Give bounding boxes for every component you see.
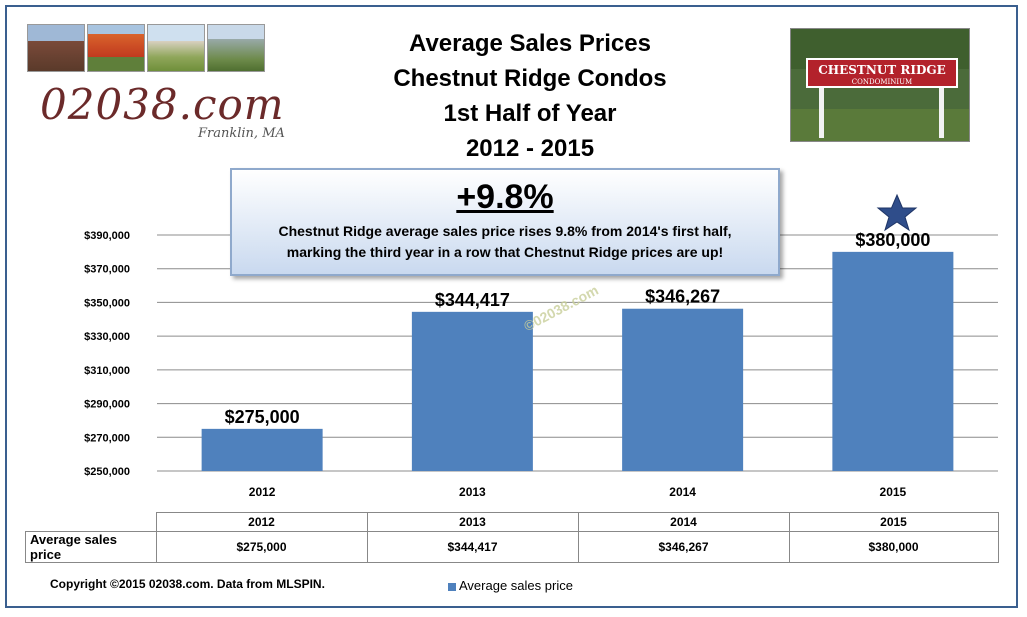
bar-data-label: $346,267 <box>645 287 720 307</box>
table-header-cell: 2012 <box>155 512 368 532</box>
bar <box>832 251 954 471</box>
callout-percent: +9.8% <box>456 178 554 216</box>
bar-data-label: $380,000 <box>855 230 930 250</box>
autumn-tree-photo <box>87 24 145 72</box>
logo-photo-strip <box>27 24 267 72</box>
y-tick-label: $330,000 <box>84 331 130 343</box>
y-tick-label: $270,000 <box>84 432 130 444</box>
bar-data-label: $344,417 <box>435 290 510 310</box>
sign-line-1: CHESTNUT RIDGE <box>818 63 946 77</box>
sign-line-2: CONDOMINIUM <box>852 78 912 86</box>
star-icon <box>876 193 918 232</box>
condominium-sign-photo: CHESTNUT RIDGE CONDOMINIUM <box>790 28 970 142</box>
title-line-2: Chestnut Ridge Condos <box>393 65 667 92</box>
y-tick-label: $290,000 <box>84 399 130 411</box>
x-tick-label: 2013 <box>459 485 486 499</box>
house-photo <box>27 24 85 72</box>
table-cell: $380,000 <box>788 531 999 563</box>
bar-data-label: $275,000 <box>225 407 300 427</box>
y-tick-label: $370,000 <box>84 264 130 276</box>
sign-photo-graphic: CHESTNUT RIDGE CONDOMINIUM <box>791 29 969 141</box>
table-cell: $346,267 <box>577 531 790 563</box>
title-line-1: Average Sales Prices <box>409 30 651 57</box>
table-header-cell: 2013 <box>366 512 579 532</box>
x-tick-label: 2012 <box>249 485 276 499</box>
data-table: 2012 2013 2014 2015 Average sales price … <box>25 512 999 563</box>
site-logo: 02038.com <box>40 80 285 129</box>
x-tick-label: 2015 <box>880 485 907 499</box>
table-corner <box>26 513 157 532</box>
callout-message-line-2: marking the third year in a row that Che… <box>286 244 724 260</box>
table-cell: $344,417 <box>366 531 579 563</box>
chart-legend: Average sales price <box>448 578 573 593</box>
title-line-4: 2012 - 2015 <box>465 135 595 162</box>
callout-box: +9.8% Chestnut Ridge average sales price… <box>230 168 780 276</box>
table-header-cell: 2014 <box>577 512 790 532</box>
y-tick-label: $250,000 <box>84 466 130 478</box>
copyright-note: Copyright ©2015 02038.com. Data from MLS… <box>50 577 325 591</box>
y-tick-label: $350,000 <box>84 297 130 309</box>
legend-label: Average sales price <box>459 578 573 593</box>
y-tick-label: $390,000 <box>84 230 130 242</box>
callout-message-line-1: Chestnut Ridge average sales price rises… <box>278 223 732 239</box>
title-line-3: 1st Half of Year <box>443 100 617 127</box>
y-tick-label: $310,000 <box>84 365 130 377</box>
bar <box>622 308 744 471</box>
table-row: Average sales price $275,000 $344,417 $3… <box>25 531 999 563</box>
table-header-row: 2012 2013 2014 2015 <box>26 512 999 532</box>
chart-title: Average Sales Prices Chestnut Ridge Cond… <box>330 26 730 166</box>
table-header-cell: 2015 <box>788 512 999 532</box>
table-cell: $275,000 <box>155 531 368 563</box>
bar <box>201 428 323 471</box>
callout-message: Chestnut Ridge average sales price rises… <box>232 221 778 263</box>
common-photo <box>147 24 205 72</box>
table-row-label: Average sales price <box>25 531 157 563</box>
site-logo-subtext: Franklin, MA <box>198 126 285 141</box>
monument-photo <box>207 24 265 72</box>
bar <box>411 311 533 471</box>
x-tick-label: 2014 <box>669 485 696 499</box>
legend-swatch <box>448 582 456 591</box>
